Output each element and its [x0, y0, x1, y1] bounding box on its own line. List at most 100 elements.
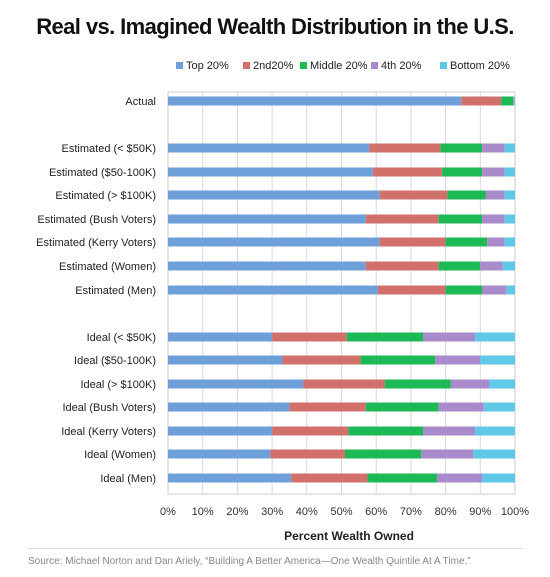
x-tick-label: 10%: [192, 506, 214, 518]
x-axis-ticks: 0% 10% 20% 30% 40% 50% 60% 70% 80% 90% 100%: [160, 506, 529, 518]
bar-segment: [270, 449, 345, 459]
x-axis-label: Percent Wealth Owned: [284, 529, 414, 543]
category-label: Estimated (Bush Voters): [37, 214, 156, 226]
x-tick-label: 30%: [261, 506, 283, 518]
category-label: Estimated (> $100K): [55, 190, 156, 202]
bar-segment: [514, 96, 515, 106]
bar-segment: [423, 426, 476, 436]
source-note: Source: Michael Norton and Dan Ariely, “…: [28, 556, 471, 567]
bar-segment: [282, 355, 361, 365]
legend-swatch: [440, 62, 447, 69]
bar-segment: [488, 379, 515, 389]
bar-segment: [482, 167, 505, 177]
x-tick-label: 70%: [400, 506, 422, 518]
bar-segment: [384, 379, 451, 389]
category-label: Ideal ($50-100K): [74, 355, 156, 367]
bar-segment: [482, 214, 505, 224]
bar-segment: [168, 285, 378, 295]
bar-segment: [379, 237, 446, 247]
bar-segment: [461, 96, 502, 106]
category-label: Ideal (< $50K): [87, 332, 156, 344]
chart-title: Real vs. Imagined Wealth Distribution in…: [36, 14, 514, 39]
bar-segment: [482, 143, 505, 153]
bar-segment: [168, 214, 366, 224]
bar-segment: [438, 402, 484, 412]
bar-segment: [168, 426, 273, 436]
category-label: Estimated ($50-100K): [49, 167, 156, 179]
bar-segment: [504, 237, 515, 247]
bar-segment: [168, 96, 462, 106]
category-label: Estimated (Women): [59, 261, 156, 273]
bar-segment: [369, 143, 441, 153]
bar-segment: [502, 261, 515, 271]
bar-segment: [480, 261, 503, 271]
bar-segment: [438, 214, 483, 224]
bar-segment: [379, 190, 448, 200]
category-label: Estimated (< $50K): [62, 143, 156, 155]
category-label: Ideal (Women): [84, 449, 156, 461]
bar-segment: [303, 379, 385, 389]
bar-segment: [372, 167, 443, 177]
x-tick-label: 90%: [469, 506, 491, 518]
bar-segment: [501, 96, 514, 106]
bar-segment: [504, 167, 515, 177]
bar-segment: [450, 379, 489, 389]
x-tick-label: 50%: [330, 506, 352, 518]
bar-segment: [504, 214, 515, 224]
category-label: Ideal (Men): [100, 473, 156, 485]
x-tick-label: 60%: [365, 506, 387, 518]
bar-segment: [272, 332, 347, 342]
bar-segment: [168, 473, 292, 483]
bar-segment: [513, 96, 515, 106]
bar-segment: [482, 473, 515, 483]
bar-segment: [421, 449, 474, 459]
source-divider: [28, 548, 523, 549]
x-tick-label: 0%: [160, 506, 176, 518]
bar-segment: [377, 285, 446, 295]
category-label: Estimated (Men): [75, 285, 156, 297]
bar-segment: [480, 355, 515, 365]
legend-label: Middle 20%: [310, 60, 368, 72]
bar-segment: [504, 190, 515, 200]
bar-segment: [475, 332, 515, 342]
bar-segment: [442, 167, 483, 177]
legend-label: Bottom 20%: [450, 60, 510, 72]
bar-segment: [473, 449, 515, 459]
bar-segment: [168, 379, 304, 389]
legend-label: Top 20%: [186, 60, 229, 72]
bar-segment: [365, 261, 439, 271]
bar-segment: [438, 261, 481, 271]
legend-swatch: [371, 62, 378, 69]
bar-segment: [485, 190, 505, 200]
bar-segment: [440, 143, 483, 153]
bar-segment: [360, 355, 436, 365]
bar-segment: [168, 332, 273, 342]
legend-swatch: [300, 62, 307, 69]
bar-segment: [445, 237, 488, 247]
legend-swatch: [243, 62, 250, 69]
chart-legend: Top 20% 2nd20% Middle 20% 4th 20% Bottom 20%: [176, 60, 510, 72]
bar-segment: [367, 473, 437, 483]
bar-segment: [168, 402, 290, 412]
bar-segment: [168, 261, 366, 271]
bar-segment: [436, 473, 483, 483]
bar-segment: [291, 473, 368, 483]
bar-segment: [344, 449, 422, 459]
bar-segment: [504, 143, 515, 153]
category-label: Actual: [125, 96, 156, 108]
x-tick-label: 20%: [226, 506, 248, 518]
bar-segment: [506, 285, 515, 295]
bar-area: [168, 96, 515, 483]
x-tick-label: 80%: [435, 506, 457, 518]
bar-segment: [445, 285, 483, 295]
bar-segment: [447, 190, 486, 200]
bar-segment: [482, 285, 507, 295]
bar-segment: [168, 190, 380, 200]
bar-segment: [475, 426, 515, 436]
bar-segment: [487, 237, 505, 247]
legend-swatch: [176, 62, 183, 69]
bar-segment: [289, 402, 366, 412]
bar-segment: [168, 449, 271, 459]
bar-segment: [168, 143, 370, 153]
